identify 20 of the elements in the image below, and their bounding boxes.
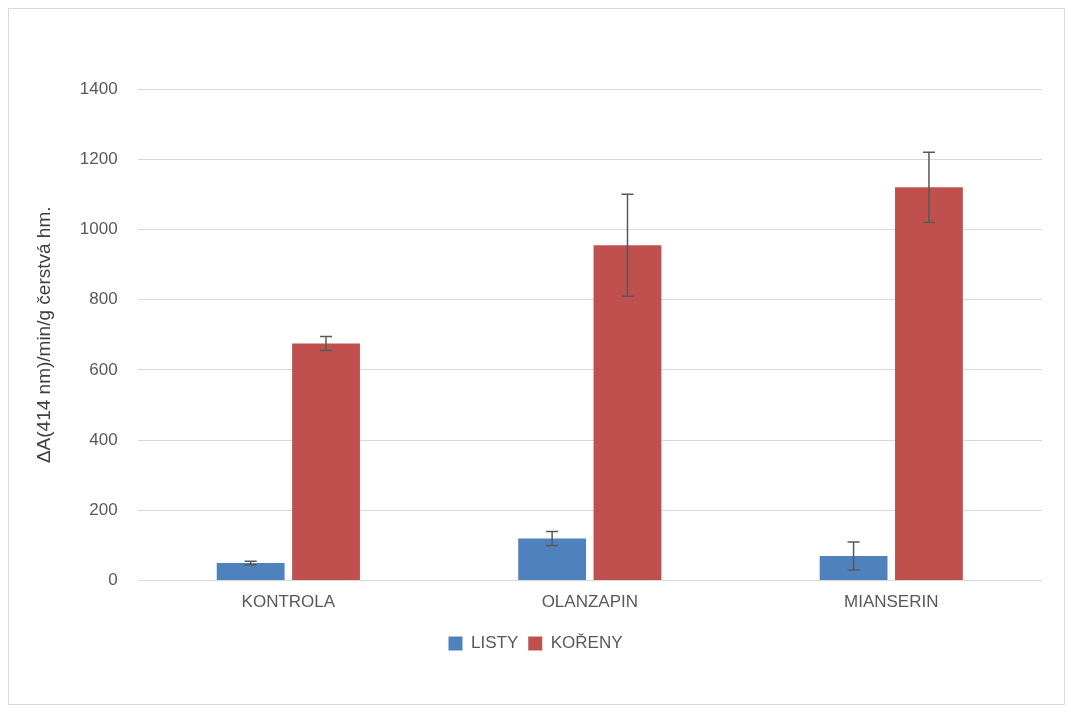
y-tick-label: 0 <box>108 570 118 590</box>
bar <box>216 563 285 581</box>
legend-label: KOŘENY <box>550 633 623 653</box>
y-tick-label: 1400 <box>79 78 118 98</box>
y-tick-label: 1000 <box>79 219 118 239</box>
x-tick-label: OLANZAPIN <box>541 592 638 612</box>
bar <box>593 245 662 581</box>
bar <box>518 538 587 581</box>
x-tick-label: KONTROLA <box>241 592 336 612</box>
y-tick-label: 600 <box>89 359 118 379</box>
y-axis-title: ΔA(414 nm)/min/g čerstvá hm. <box>32 206 54 464</box>
y-tick-label: 1200 <box>79 148 118 168</box>
y-tick-label: 800 <box>89 289 118 309</box>
legend-label: LISTY <box>470 633 519 653</box>
y-tick-label: 400 <box>89 429 118 449</box>
bar <box>895 187 963 581</box>
bar <box>292 343 360 581</box>
y-tick-label: 200 <box>89 500 118 520</box>
bar <box>819 556 888 581</box>
x-tick-label: MIANSERIN <box>844 592 939 612</box>
